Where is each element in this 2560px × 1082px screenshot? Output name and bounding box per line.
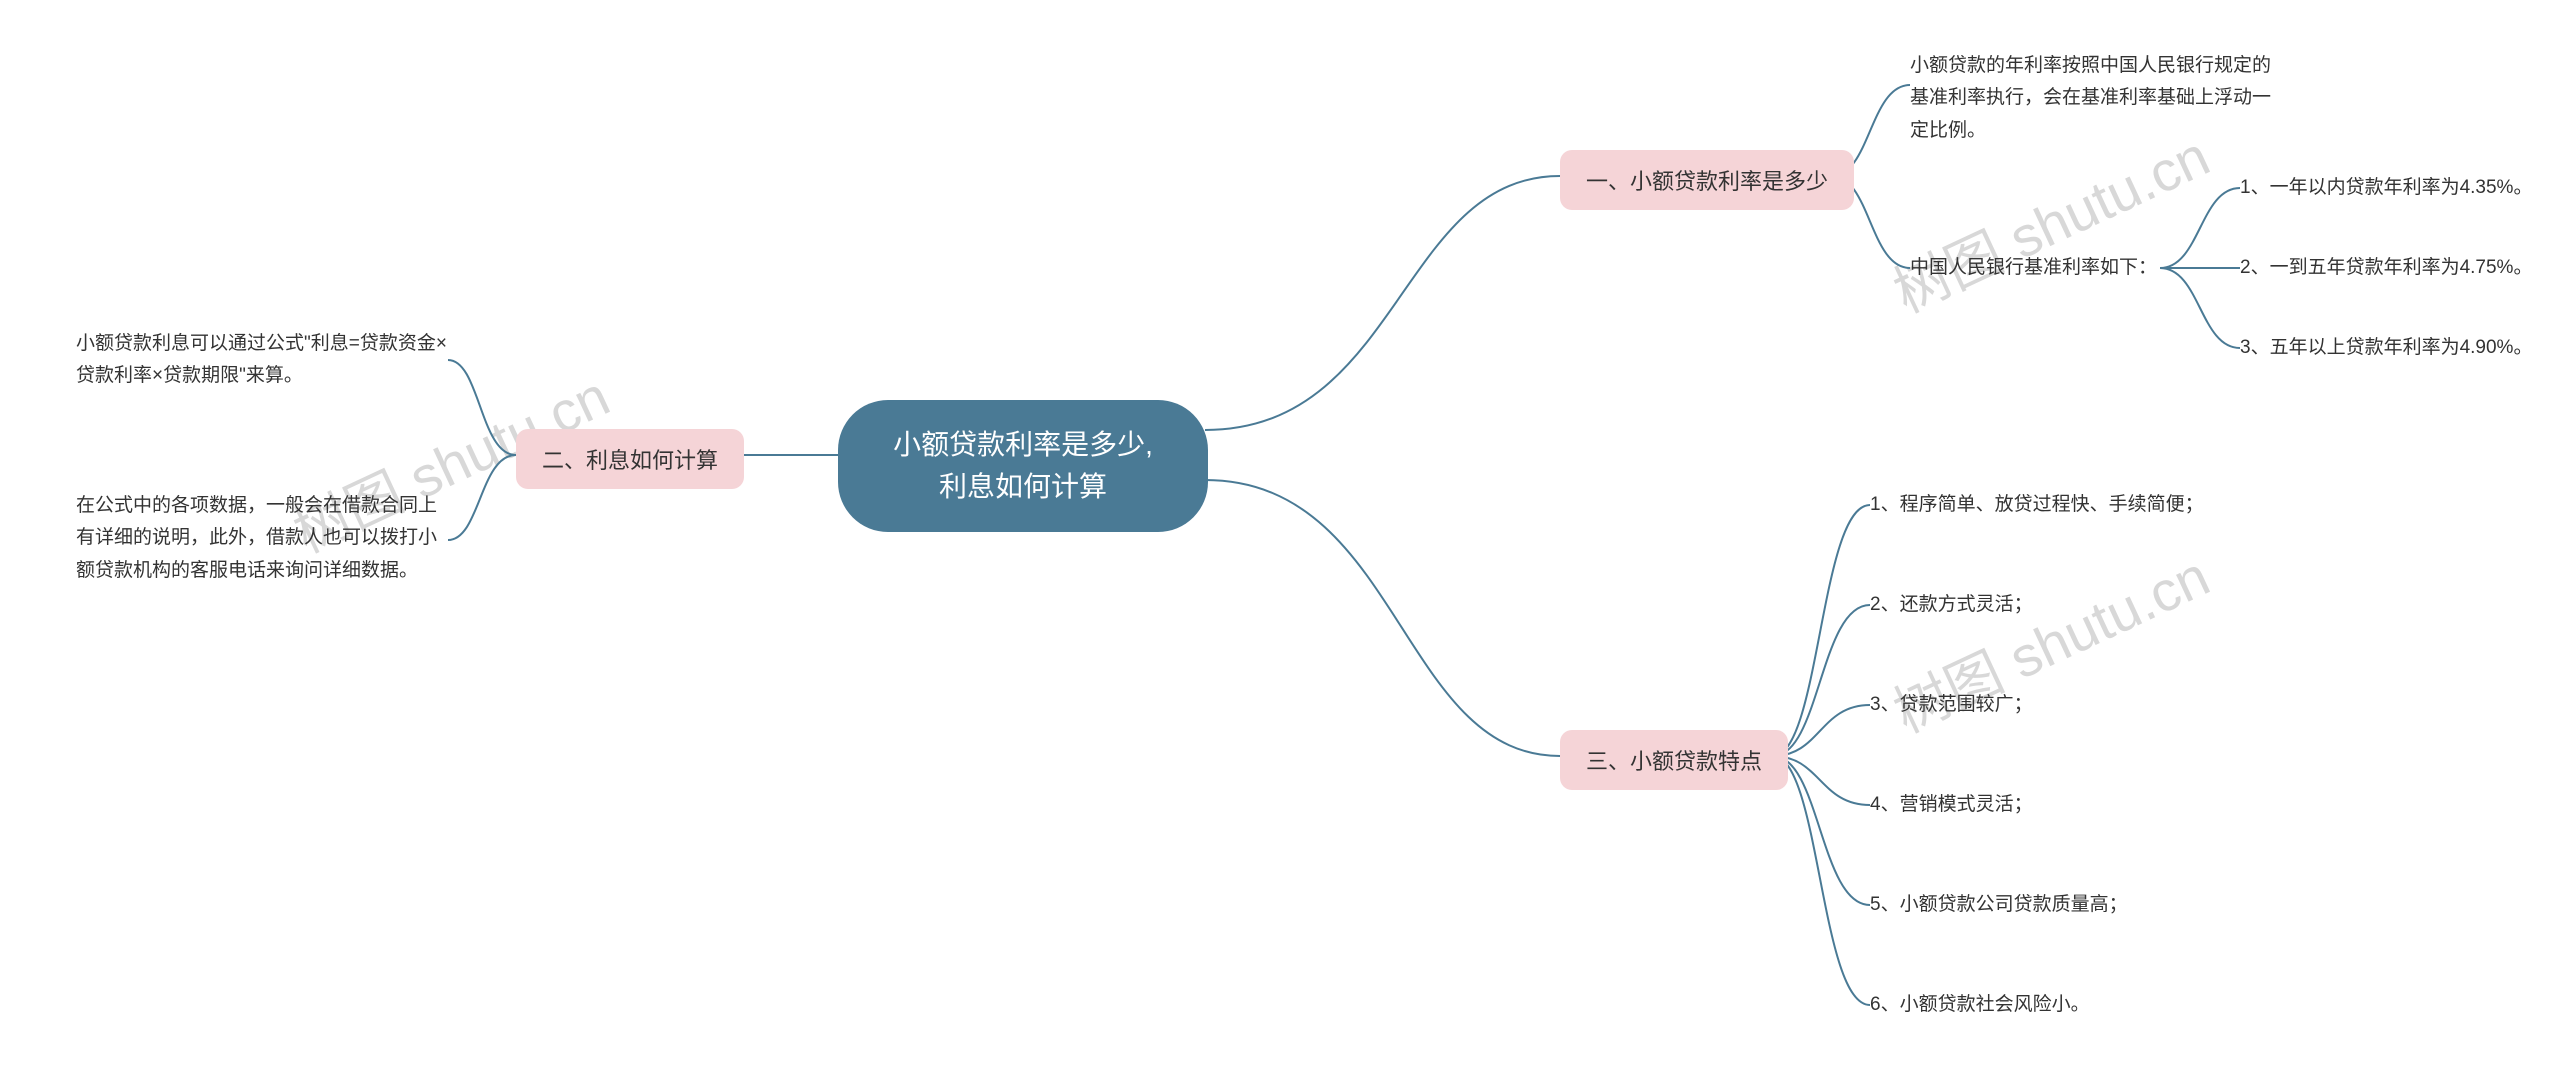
branch-2: 二、利息如何计算 xyxy=(516,429,744,489)
branch-3: 三、小额贷款特点 xyxy=(1560,730,1788,790)
branch-1-leaf-2-child-2: 2、一到五年贷款年利率为4.75%。 xyxy=(2240,252,2532,284)
center-node: 小额贷款利率是多少,利息如何计算 xyxy=(838,400,1208,532)
branch-2-leaf-2: 在公式中的各项数据，一般会在借款合同上有详细的说明，此外，借款人也可以拨打小额贷… xyxy=(76,490,448,587)
branch-3-leaf-2: 2、还款方式灵活； xyxy=(1870,589,2033,621)
branch-3-leaf-6: 6、小额贷款社会风险小。 xyxy=(1870,989,2090,1021)
branch-1-leaf-2-child-3: 3、五年以上贷款年利率为4.90%。 xyxy=(2240,332,2532,364)
branch-2-leaf-1: 小额贷款利息可以通过公式"利息=贷款资金×贷款利率×贷款期限"来算。 xyxy=(76,328,448,393)
branch-3-leaf-4: 4、营销模式灵活； xyxy=(1870,789,2033,821)
branch-1-leaf-2-child-1: 1、一年以内贷款年利率为4.35%。 xyxy=(2240,172,2532,204)
branch-1-leaf-1: 小额贷款的年利率按照中国人民银行规定的基准利率执行，会在基准利率基础上浮动一定比… xyxy=(1910,50,2280,147)
branch-3-leaf-5: 5、小额贷款公司贷款质量高； xyxy=(1870,889,2128,921)
branch-3-leaf-3: 3、贷款范围较广； xyxy=(1870,689,2033,721)
branch-3-leaf-1: 1、程序简单、放贷过程快、手续简便； xyxy=(1870,489,2204,521)
branch-1: 一、小额贷款利率是多少 xyxy=(1560,150,1854,210)
branch-1-leaf-2: 中国人民银行基准利率如下： xyxy=(1910,252,2157,284)
